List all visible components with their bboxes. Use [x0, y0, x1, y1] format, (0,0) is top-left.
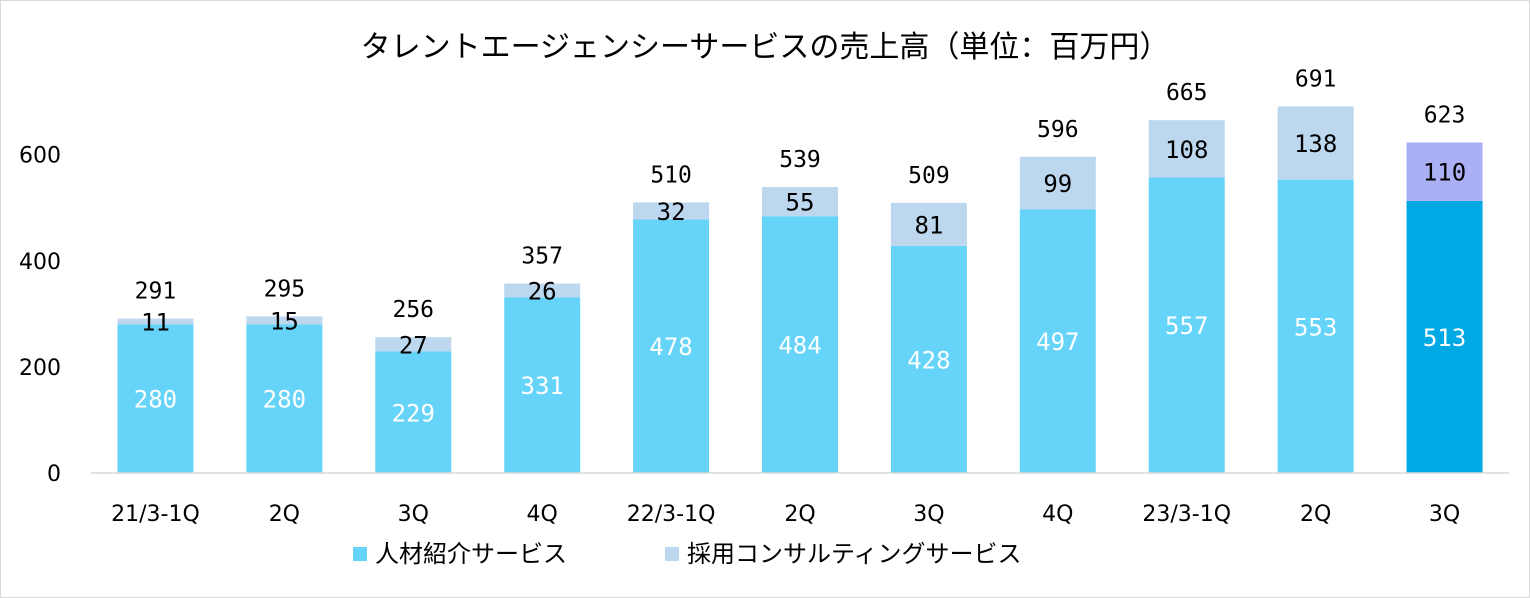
y-tick-label: 200: [19, 356, 61, 381]
bar-segment-consulting: [1019, 156, 1096, 210]
data-label-consulting: 11: [141, 309, 170, 337]
total-label: 596: [1037, 117, 1079, 143]
bars-group: 280 11 291 280 15 295 229 27 256 331 26 357 478 32 510…: [117, 66, 1483, 473]
data-label-consulting: 108: [1165, 136, 1208, 164]
total-label: 256: [392, 297, 434, 323]
data-label-placement: 497: [1036, 328, 1079, 356]
data-label-consulting: 15: [270, 307, 299, 335]
data-label-placement: 428: [907, 346, 950, 374]
bar-segment-consulting: [762, 187, 838, 217]
data-label-placement: 229: [392, 399, 435, 427]
bar-segment-consulting: [117, 318, 194, 325]
legend-label-consulting: 採用コンサルティングサービス: [687, 540, 1022, 568]
bar-segment-placement: [890, 245, 967, 473]
x-tick-label: 23/3-1Q: [1142, 502, 1231, 527]
bar-segment-consulting: [504, 283, 581, 298]
y-tick-label: 0: [47, 462, 61, 487]
total-label: 691: [1295, 66, 1337, 92]
data-label-consulting: 99: [1043, 170, 1072, 198]
y-axis: 0 200 400 600: [19, 144, 61, 487]
bar-segment-placement: [1019, 209, 1096, 473]
data-label-placement: 557: [1165, 312, 1208, 340]
x-tick-label: 3Q: [913, 502, 944, 527]
bar-segment-placement: [117, 324, 194, 473]
data-label-consulting: 55: [786, 189, 815, 217]
x-tick-label: 3Q: [1429, 502, 1460, 527]
bar-segment-consulting: [1277, 106, 1354, 180]
data-label-consulting: 27: [399, 331, 428, 359]
bar-segment-placement: [762, 216, 838, 473]
bar-segment-placement: [1148, 177, 1225, 473]
total-label: 295: [264, 276, 306, 302]
y-tick-label: 600: [19, 144, 61, 169]
x-axis: 21/3-1Q 2Q 3Q 4Q 22/3-1Q 2Q 3Q 4Q 23/3-1Q 2Q 3Q: [111, 502, 1460, 527]
bar-segment-placement: [504, 297, 581, 473]
bar-segment-placement: [633, 219, 710, 473]
data-label-placement: 553: [1294, 313, 1337, 341]
x-tick-label: 2Q: [1300, 502, 1331, 527]
legend-swatch-placement: [353, 547, 367, 561]
x-tick-label: 4Q: [1042, 502, 1073, 527]
legend: 人材紹介サービス 採用コンサルティングサービス: [353, 540, 1022, 568]
x-tick-label: 22/3-1Q: [627, 502, 716, 527]
bar-segment-consulting: [633, 202, 710, 220]
data-label-consulting: 32: [657, 198, 686, 226]
x-tick-label: 2Q: [784, 502, 815, 527]
legend-swatch-consulting: [665, 547, 679, 561]
total-label: 665: [1166, 80, 1208, 106]
total-label: 539: [779, 147, 821, 173]
bar-segment-consulting: [890, 202, 967, 246]
chart-title: タレントエージェンシーサービスの売上高（単位：百万円）: [361, 30, 1170, 65]
data-label-consulting: 110: [1423, 159, 1466, 187]
data-label-placement: 280: [263, 386, 306, 414]
bar-segment-placement: [246, 324, 323, 473]
bar-segment-placement: [1406, 200, 1483, 473]
data-label-consulting: 81: [914, 211, 943, 239]
data-label-placement: 478: [649, 333, 692, 361]
bar-segment-consulting: [1148, 120, 1225, 178]
data-label-placement: 280: [134, 386, 177, 414]
data-label-placement: 331: [521, 372, 564, 400]
x-tick-label: 21/3-1Q: [111, 502, 200, 527]
bar-segment-placement: [375, 351, 452, 473]
bar-segment-consulting: [1406, 142, 1483, 201]
data-label-placement: 513: [1423, 324, 1466, 352]
total-label: 510: [650, 162, 692, 188]
total-label: 291: [135, 279, 177, 305]
x-tick-label: 4Q: [527, 502, 558, 527]
y-tick-label: 400: [19, 250, 61, 275]
bar-segment-consulting: [375, 337, 452, 352]
x-tick-label: 3Q: [398, 502, 429, 527]
data-label-consulting: 138: [1294, 130, 1337, 158]
total-label: 623: [1424, 102, 1466, 128]
total-label: 509: [908, 163, 950, 189]
x-tick-label: 2Q: [269, 502, 300, 527]
bar-segment-placement: [1277, 179, 1354, 473]
legend-label-placement: 人材紹介サービス: [375, 540, 567, 568]
data-label-consulting: 26: [528, 277, 557, 305]
data-label-placement: 484: [778, 332, 821, 360]
total-label: 357: [521, 244, 563, 270]
bar-segment-consulting: [246, 316, 323, 325]
